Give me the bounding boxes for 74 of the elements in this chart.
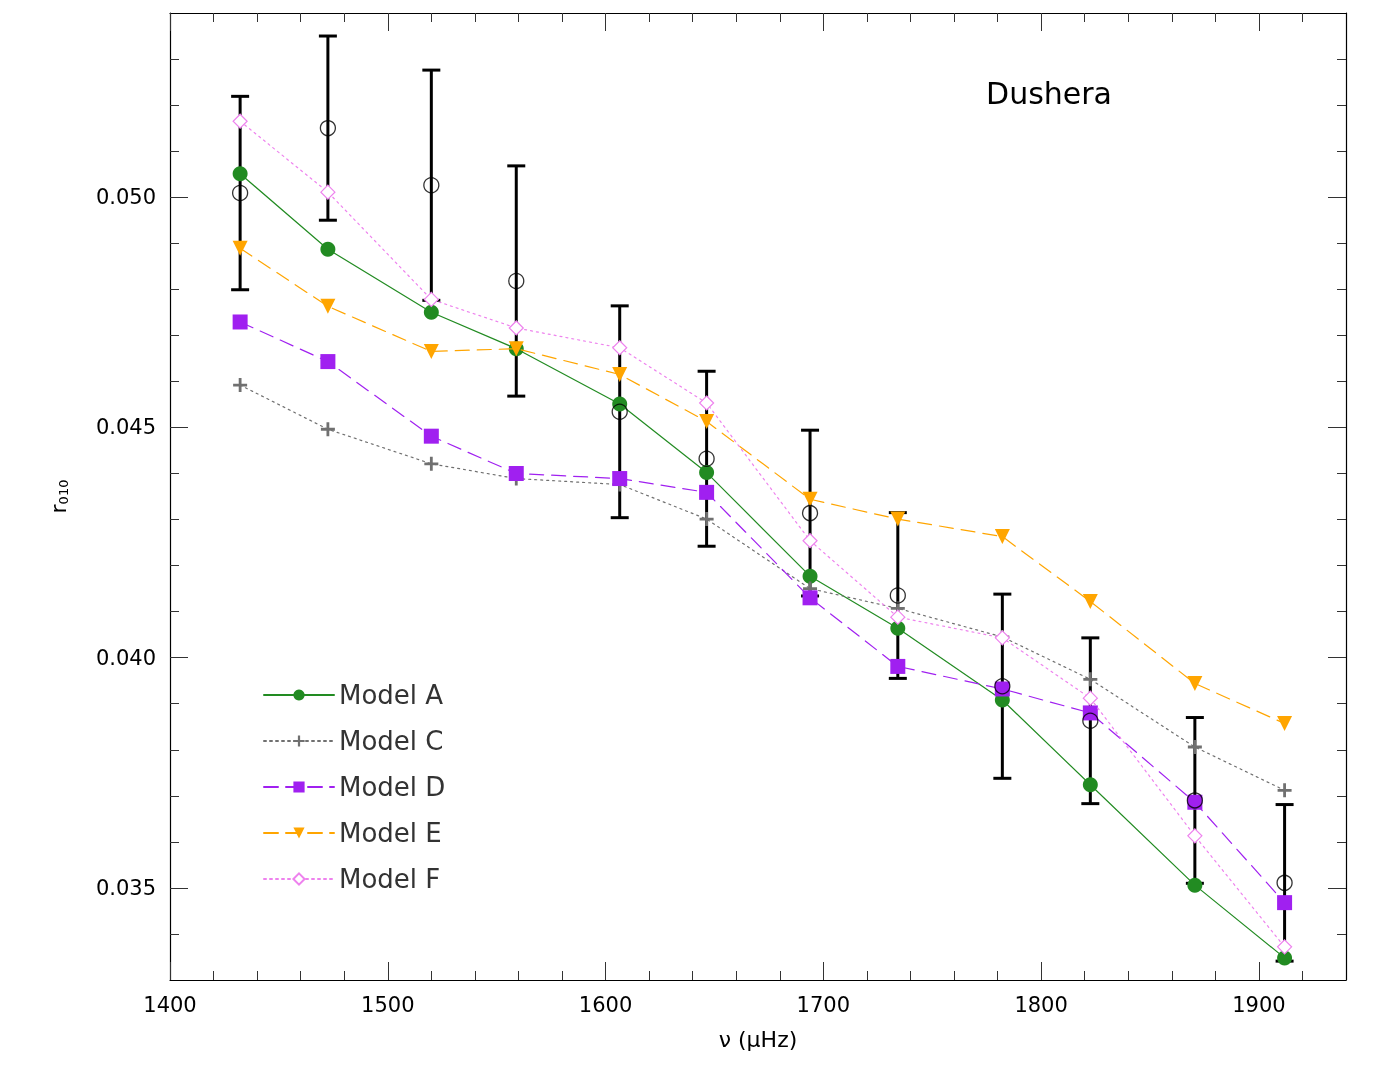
point (802, 568, 818, 584)
point (423, 291, 439, 308)
point (1277, 783, 1292, 798)
legend-label: Model E (339, 818, 442, 848)
point (699, 512, 714, 527)
point (231, 184, 249, 202)
annotation: Dushera (986, 75, 1112, 111)
point (612, 366, 628, 382)
point (801, 504, 819, 522)
point (320, 241, 336, 257)
point (320, 422, 335, 437)
y-tick-label: 0.050 (95, 185, 156, 210)
point (890, 658, 906, 674)
x-tick-label: 1700 (796, 992, 851, 1017)
y-tick-label: 0.045 (95, 415, 156, 440)
x-tick-label: 1400 (143, 992, 197, 1017)
point (699, 465, 715, 481)
point (424, 456, 439, 471)
point (1083, 672, 1098, 687)
x-tick-label: 1900 (1232, 992, 1286, 1017)
point (612, 340, 628, 356)
x-tick-label: 1600 (578, 992, 633, 1017)
x-tick-label: 1500 (361, 992, 415, 1017)
x-axis-title: ν (μHz) (718, 1026, 798, 1052)
point (232, 240, 248, 256)
point (1187, 828, 1203, 844)
point (994, 529, 1010, 545)
point (319, 119, 337, 137)
point (890, 511, 906, 527)
point (699, 413, 715, 429)
point (423, 177, 440, 194)
point (508, 465, 524, 481)
point (1082, 712, 1099, 729)
point (802, 491, 818, 507)
point (698, 450, 715, 467)
point (699, 395, 715, 411)
legend-label: Model F (339, 864, 441, 894)
point (1277, 895, 1293, 911)
legend-label: Model D (339, 772, 446, 802)
point (1082, 593, 1098, 609)
point (1082, 777, 1098, 793)
point (232, 113, 248, 129)
point (1082, 690, 1098, 706)
point (423, 343, 439, 359)
point (320, 354, 336, 370)
point (802, 590, 818, 606)
point (1187, 740, 1202, 754)
point (611, 403, 628, 420)
point (890, 609, 906, 625)
point (423, 304, 439, 320)
point (1187, 675, 1203, 691)
y-axis-title: r010 (46, 479, 71, 514)
y-tick-label: 0.040 (95, 645, 156, 670)
point (232, 166, 248, 182)
x-tick-label: 1800 (1014, 992, 1068, 1017)
point (423, 428, 439, 444)
point (320, 184, 336, 200)
y-tick-label: 0.035 (95, 875, 156, 900)
point (1277, 716, 1293, 732)
point (890, 620, 906, 636)
point (1187, 877, 1203, 893)
point (1276, 939, 1293, 955)
point (699, 484, 715, 500)
legend-label: Model A (339, 680, 444, 710)
point (233, 378, 248, 393)
point (1276, 874, 1293, 891)
point (232, 314, 248, 330)
point (802, 533, 818, 549)
point (508, 320, 524, 336)
point (612, 471, 628, 487)
point (320, 298, 336, 314)
point (889, 587, 906, 604)
legend-label: Model C (339, 726, 444, 756)
point (508, 272, 525, 290)
